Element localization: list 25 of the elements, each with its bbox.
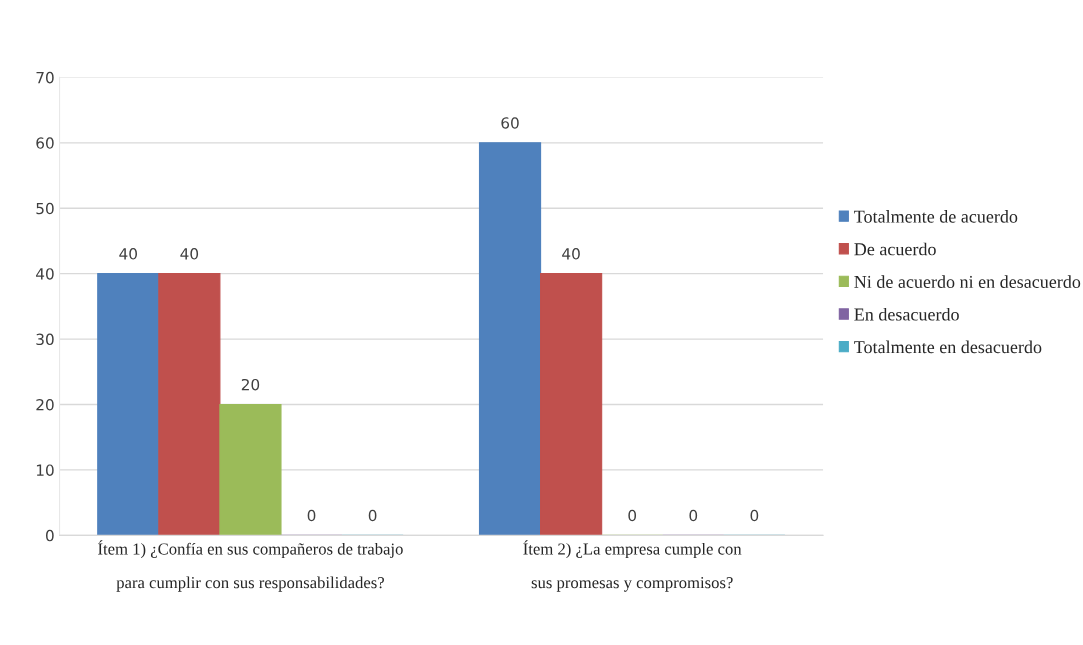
legend-label: Ni de acuerdo ni en desacuerdo [854, 275, 1081, 288]
y-tick-label: 50 [36, 202, 54, 215]
data-label: 0 [689, 509, 698, 522]
legend-label: Totalmente de acuerdo [854, 210, 1018, 223]
y-tick-label: 10 [36, 464, 54, 476]
y-tick-label: 0 [45, 529, 54, 542]
y-tick-label: 20 [36, 398, 54, 411]
legend-label: Totalmente en desacuerdo [854, 340, 1042, 354]
y-tick-label: 40 [36, 268, 54, 280]
legend-label: En desacuerdo [854, 307, 959, 321]
data-label: 0 [628, 509, 637, 522]
data-label: 40 [119, 248, 137, 260]
data-label: 60 [501, 117, 519, 129]
x-tick-label: Ítem 2) ¿La empresa cumple con sus promesas y compromisos? [523, 540, 742, 592]
data-label: 0 [368, 509, 377, 522]
legend-label: De acuerdo [854, 242, 936, 256]
data-label: 20 [241, 378, 260, 391]
y-tick-label: 30 [36, 333, 54, 346]
data-label: 0 [307, 509, 316, 522]
data-label: 0 [750, 509, 759, 522]
y-tick-label: 60 [36, 137, 54, 149]
data-label: 40 [180, 248, 199, 260]
y-tick-label: 70 [36, 71, 54, 84]
data-label: 40 [562, 248, 580, 260]
x-tick-label: Ítem 1) ¿Confía en sus compañeros de trabajo para cumplir con sus responsabilidades? [98, 540, 403, 592]
